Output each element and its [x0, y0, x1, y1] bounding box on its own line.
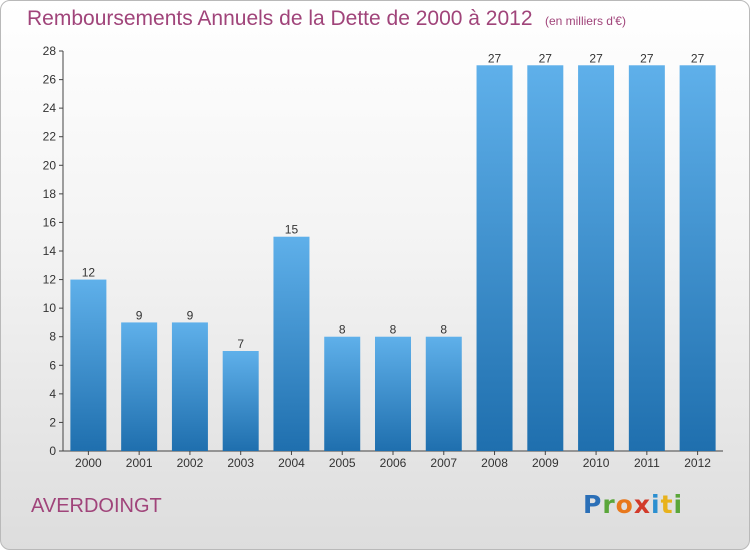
y-tick-label: 2	[49, 415, 56, 429]
chart-title-unit: (en milliers d'€)	[544, 14, 626, 28]
bar-2012	[679, 65, 716, 452]
y-tick-label: 12	[43, 273, 57, 287]
y-tick-label: 6	[49, 358, 56, 372]
logo-letter: t	[660, 490, 674, 519]
value-label-2001: 9	[136, 308, 143, 322]
logo-letter: o	[615, 490, 634, 519]
logo-letter: i	[673, 490, 684, 519]
y-tick-label: 22	[43, 130, 57, 144]
x-tick-label-2003: 2003	[227, 456, 254, 470]
y-tick-label: 26	[43, 73, 57, 87]
logo-letter: x	[633, 490, 651, 519]
value-label-2005: 8	[339, 323, 346, 337]
y-tick-label: 24	[43, 101, 57, 115]
bar-2011	[628, 65, 665, 452]
value-label-2002: 9	[187, 308, 194, 322]
bar-2002	[171, 322, 208, 451]
bar-2005	[324, 336, 361, 451]
x-tick-label-2011: 2011	[634, 456, 660, 470]
chart-title-main: Remboursements Annuels de la Dette de 20…	[27, 7, 533, 30]
logo-letter: P	[583, 490, 603, 519]
bar-2006	[375, 336, 411, 451]
proxiti-logo: Proxiti	[583, 490, 683, 519]
value-label-2000: 12	[82, 266, 96, 280]
value-label-2008: 27	[488, 51, 502, 65]
bar-2000	[70, 279, 107, 451]
y-tick-label: 18	[43, 187, 57, 201]
chart-value-labels: 12 9 9 7 15 8 8 8 27 27 27 27 27	[82, 51, 705, 351]
logo-letter: i	[651, 490, 661, 519]
y-tick-label: 28	[43, 44, 57, 58]
y-tick-label: 0	[49, 444, 56, 458]
chart-bars	[70, 65, 716, 452]
value-label-2004: 15	[285, 223, 299, 237]
bar-2004	[273, 236, 310, 451]
commune-name: AVERDOINGT	[31, 495, 162, 517]
value-label-2012: 27	[691, 51, 705, 65]
bar-2008	[476, 65, 513, 452]
y-tick-label: 4	[49, 387, 56, 401]
value-label-2010: 27	[589, 51, 603, 65]
x-tick-label-2012: 2012	[684, 456, 711, 470]
x-tick-label-2002: 2002	[177, 456, 204, 470]
x-tick-label-2001: 2001	[126, 456, 153, 470]
y-tick-label: 20	[43, 158, 57, 172]
x-tick-label-2008: 2008	[481, 456, 508, 470]
y-tick-label: 16	[43, 215, 57, 229]
value-label-2003: 7	[237, 337, 244, 351]
x-tick-label-2007: 2007	[430, 456, 457, 470]
value-label-2007: 8	[440, 323, 447, 337]
bar-2003	[222, 351, 259, 451]
value-label-2009: 27	[539, 51, 553, 65]
bar-2009	[527, 65, 564, 452]
bar-2010	[578, 65, 615, 452]
chart-title: Remboursements Annuels de la Dette de 20…	[27, 7, 626, 31]
value-label-2011: 27	[640, 51, 654, 65]
y-tick-label: 8	[49, 330, 56, 344]
x-tick-label-2010: 2010	[583, 456, 610, 470]
x-tick-label-2000: 2000	[75, 456, 102, 470]
x-tick-label-2005: 2005	[329, 456, 356, 470]
x-tick-label-2004: 2004	[278, 456, 305, 470]
bar-2001	[121, 322, 158, 451]
x-tick-label-2006: 2006	[380, 456, 407, 470]
bar-2007	[425, 336, 462, 451]
y-tick-label: 14	[43, 244, 57, 258]
logo-letter: r	[602, 490, 616, 519]
value-label-2006: 8	[390, 323, 397, 337]
x-tick-label-2009: 2009	[532, 456, 559, 470]
y-tick-label: 10	[43, 301, 57, 315]
